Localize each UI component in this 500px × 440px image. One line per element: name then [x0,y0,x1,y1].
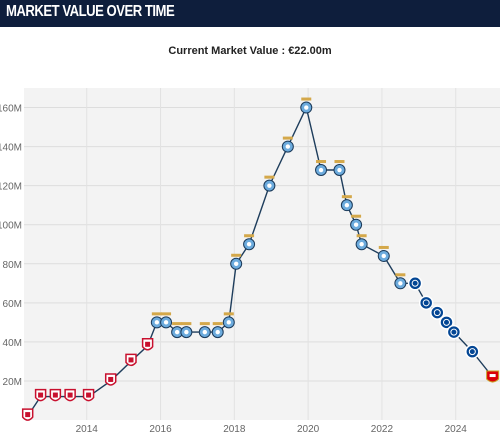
data-point-man-city-crest[interactable] [160,312,173,329]
y-tick-label: 40M [3,338,22,349]
data-point-man-city-crest[interactable] [281,136,294,153]
y-tick-label: 140M [0,143,22,154]
series-line [27,105,494,417]
data-point-chelsea-crest[interactable] [430,305,445,320]
grid-lines [24,88,500,420]
data-point-markers[interactable] [21,97,500,421]
x-tick-label: 2016 [149,424,172,435]
data-point-chelsea-crest[interactable] [407,276,423,291]
data-point-liverpool-crest[interactable] [21,408,34,421]
y-tick-label: 80M [3,260,22,271]
data-point-man-city-crest[interactable] [315,160,328,177]
y-axis-ticks: 20M 40M 60M 80M 100M 120M 140M 160M [0,104,22,388]
data-point-man-city-crest[interactable] [263,175,276,192]
data-point-chelsea-crest[interactable] [465,344,480,359]
y-tick-label: 100M [0,221,22,232]
data-point-man-city-crest[interactable] [230,253,243,270]
y-tick-label: 20M [3,377,22,388]
data-point-man-city-crest[interactable] [350,214,363,231]
data-point-liverpool-crest[interactable] [125,353,137,367]
data-point-man-city-crest[interactable] [222,312,235,329]
data-point-liverpool-crest[interactable] [82,388,95,402]
y-tick-label: 60M [3,299,22,310]
plot-area [24,88,500,420]
data-point-liverpool-crest[interactable] [34,388,47,402]
x-tick-label: 2024 [445,424,468,435]
x-tick-label: 2020 [297,424,320,435]
data-point-liverpool-crest[interactable] [49,388,62,402]
data-point-man-city-crest[interactable] [394,273,407,290]
x-axis-ticks: 2014 2016 2018 2020 2022 2024 [76,424,468,435]
y-tick-label: 120M [0,182,22,193]
data-point-man-city-crest[interactable] [211,322,224,339]
data-point-chelsea-crest[interactable] [446,324,462,340]
data-point-man-city-crest[interactable] [377,245,390,262]
x-tick-label: 2014 [76,424,99,435]
current-market-value: Current Market Value : €22.00m [168,45,332,57]
data-point-liverpool-crest[interactable] [141,338,154,351]
data-point-liverpool-crest[interactable] [64,388,76,402]
section-title: MARKET VALUE OVER TIME [6,3,175,20]
section-header: MARKET VALUE OVER TIME [0,0,500,27]
x-tick-label: 2022 [371,424,394,435]
data-point-man-city-crest[interactable] [340,195,353,212]
y-tick-label: 160M [0,104,22,115]
data-point-arsenal-crest[interactable] [486,370,500,383]
data-point-man-city-crest[interactable] [300,97,313,114]
data-point-man-city-crest[interactable] [333,160,346,177]
data-point-man-city-crest[interactable] [180,322,193,339]
x-tick-label: 2018 [223,424,246,435]
data-point-chelsea-crest[interactable] [418,295,434,311]
data-point-man-city-crest[interactable] [355,234,368,251]
data-point-liverpool-crest[interactable] [104,373,117,386]
data-point-chelsea-crest[interactable] [439,315,454,330]
data-point-man-city-crest[interactable] [198,322,211,339]
data-point-man-city-crest[interactable] [243,234,256,251]
